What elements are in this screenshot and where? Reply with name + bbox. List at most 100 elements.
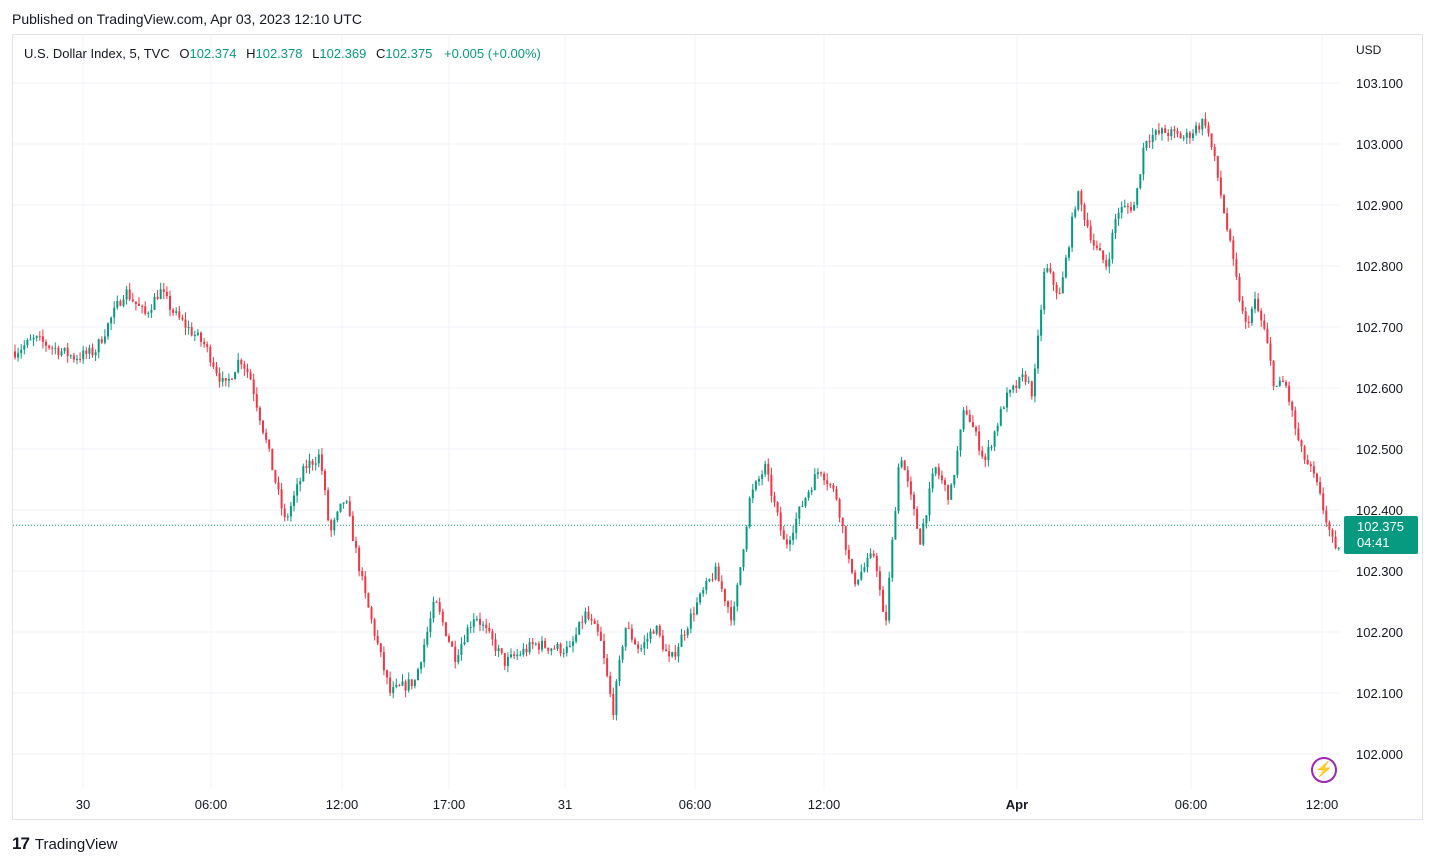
- candle: [1312, 461, 1315, 478]
- candle: [866, 553, 869, 573]
- candle: [497, 644, 500, 657]
- candle: [779, 506, 782, 536]
- candle: [844, 525, 847, 556]
- candle: [1263, 313, 1266, 331]
- candle: [962, 407, 965, 432]
- candle: [283, 503, 286, 522]
- candle: [386, 669, 388, 685]
- candle: [649, 628, 652, 644]
- candle: [829, 482, 832, 489]
- candle: [652, 629, 655, 634]
- candle: [1269, 336, 1272, 366]
- candle: [265, 428, 268, 444]
- candle: [903, 459, 906, 471]
- change-value: +0.005 (+0.00%): [443, 46, 541, 61]
- candle: [76, 355, 78, 365]
- candle: [913, 491, 915, 516]
- y-tick-label: 103.100: [1356, 76, 1403, 91]
- candle: [575, 627, 578, 644]
- candle: [113, 301, 116, 325]
- candle: [1148, 134, 1151, 149]
- candle: [342, 502, 345, 509]
- candle: [1027, 376, 1030, 384]
- candle: [1089, 220, 1092, 244]
- currency-label: USD: [1356, 43, 1382, 57]
- candle: [1154, 128, 1157, 141]
- candle: [395, 678, 398, 689]
- candle: [23, 340, 26, 355]
- candle: [423, 638, 426, 668]
- tradingview-logo-icon: 17: [12, 834, 30, 853]
- candle: [249, 369, 252, 380]
- candle: [1275, 385, 1278, 388]
- candle: [426, 626, 429, 648]
- candle: [494, 633, 497, 656]
- candle: [776, 501, 779, 516]
- candle: [107, 322, 109, 340]
- candle: [212, 357, 215, 369]
- candle: [615, 679, 618, 721]
- candle: [1192, 129, 1194, 142]
- open-label: O: [179, 46, 190, 61]
- candle: [444, 621, 447, 637]
- candle: [1322, 487, 1325, 515]
- candle: [556, 641, 559, 651]
- candle: [950, 483, 953, 500]
- candle: [1182, 134, 1185, 142]
- candle: [1297, 422, 1300, 442]
- candle: [745, 525, 748, 553]
- candle: [860, 564, 863, 581]
- candle: [519, 650, 522, 657]
- candle: [807, 489, 810, 501]
- candle: [674, 644, 677, 660]
- candle: [398, 683, 401, 687]
- candle: [246, 363, 249, 378]
- candle: [370, 605, 373, 624]
- candle: [187, 320, 190, 335]
- candle: [1161, 127, 1163, 141]
- candle: [302, 463, 305, 482]
- candle: [314, 456, 317, 471]
- candle: [875, 552, 878, 578]
- lightning-icon[interactable]: ⚡: [1311, 757, 1337, 783]
- candle: [330, 518, 333, 537]
- candle: [751, 483, 754, 504]
- candle: [1043, 268, 1046, 315]
- candle: [1207, 121, 1210, 137]
- candle: [1058, 287, 1061, 295]
- candle: [203, 337, 206, 348]
- candle: [286, 513, 289, 521]
- candle: [1247, 315, 1250, 328]
- candle: [1099, 242, 1101, 251]
- candle: [770, 467, 773, 503]
- candle: [293, 490, 295, 512]
- candle: [85, 346, 88, 359]
- candle: [919, 528, 922, 545]
- candle: [1204, 112, 1207, 129]
- candle: [987, 439, 990, 467]
- candle: [1018, 376, 1021, 390]
- high-value: 102.378: [255, 46, 303, 61]
- candle: [553, 645, 556, 650]
- candle: [1092, 233, 1095, 251]
- candle: [720, 575, 723, 593]
- candle: [878, 566, 881, 596]
- candle: [1037, 329, 1039, 374]
- candle: [612, 687, 615, 720]
- candle: [634, 637, 636, 645]
- candle: [429, 611, 432, 638]
- candle: [32, 334, 35, 347]
- candle: [1139, 173, 1142, 190]
- candle: [516, 649, 519, 660]
- candle: [813, 468, 816, 491]
- candle: [193, 330, 196, 342]
- candle: [1040, 304, 1043, 342]
- candle: [1123, 199, 1126, 208]
- candle: [562, 648, 565, 658]
- candle: [441, 608, 444, 626]
- candle: [175, 307, 178, 316]
- candle: [581, 615, 584, 630]
- x-tick-label: 12:00: [326, 797, 359, 812]
- candle: [603, 633, 605, 665]
